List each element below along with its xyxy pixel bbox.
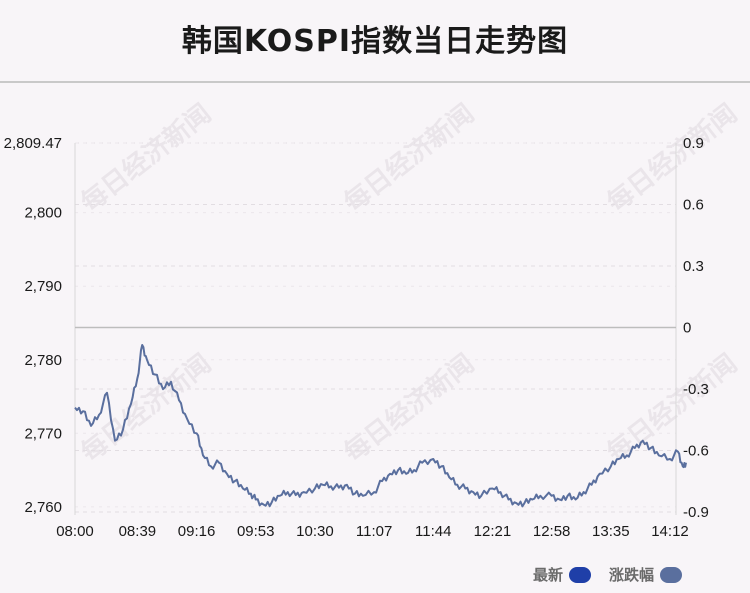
right-tick-label: -0.9 bbox=[683, 504, 709, 521]
right-tick-label: 0 bbox=[683, 320, 691, 337]
right-tick-label: 0.6 bbox=[683, 197, 704, 214]
legend-change: 涨跌幅 bbox=[609, 564, 683, 585]
right-tick-label: 0.9 bbox=[683, 135, 704, 152]
chart-title: 韩国KOSPI指数当日走势图 bbox=[181, 24, 569, 59]
legend-latest-label: 最新 bbox=[533, 566, 564, 584]
legend-change-swatch bbox=[660, 566, 683, 583]
legend-latest-swatch bbox=[569, 566, 592, 583]
x-tick-label: 10:30 bbox=[296, 523, 334, 540]
title-divider bbox=[0, 81, 750, 83]
left-tick-label: 2,809.47 bbox=[4, 135, 62, 152]
x-axis-ticks: 08:00 08:39 09:16 09:53 10:30 11:07 11:44 12:21… bbox=[56, 523, 689, 540]
x-tick-label: 12:21 bbox=[474, 523, 512, 540]
x-tick-label: 14:12 bbox=[651, 523, 689, 540]
right-tick-label: 0.3 bbox=[683, 258, 704, 275]
right-axis-ticks: -0.9 -0.6 -0.3 0 0.3 0.6 0.9 bbox=[683, 135, 709, 521]
index-line bbox=[74, 344, 687, 508]
left-tick-label: 2,770 bbox=[24, 425, 62, 442]
right-tick-label: -0.6 bbox=[683, 443, 709, 460]
x-tick-label: 08:00 bbox=[56, 523, 94, 540]
x-tick-label: 12:58 bbox=[533, 523, 571, 540]
right-tick-label: -0.3 bbox=[683, 381, 709, 398]
left-tick-label: 2,790 bbox=[24, 278, 62, 295]
left-tick-label: 2,800 bbox=[24, 205, 62, 222]
x-tick-label: 09:53 bbox=[237, 523, 275, 540]
x-tick-label: 13:35 bbox=[592, 523, 630, 540]
legend-latest: 最新 bbox=[533, 564, 592, 585]
x-tick-label: 09:16 bbox=[178, 523, 216, 540]
x-tick-label: 11:07 bbox=[356, 523, 392, 540]
left-tick-label: 2,760 bbox=[24, 499, 62, 516]
legend-change-label: 涨跌幅 bbox=[609, 566, 655, 584]
left-axis-ticks: 2,760 2,770 2,780 2,790 2,800 2,809.47 bbox=[4, 135, 62, 516]
x-tick-label: 08:39 bbox=[119, 523, 157, 540]
x-tick-label: 11:44 bbox=[415, 523, 451, 540]
left-tick-label: 2,780 bbox=[24, 352, 62, 369]
